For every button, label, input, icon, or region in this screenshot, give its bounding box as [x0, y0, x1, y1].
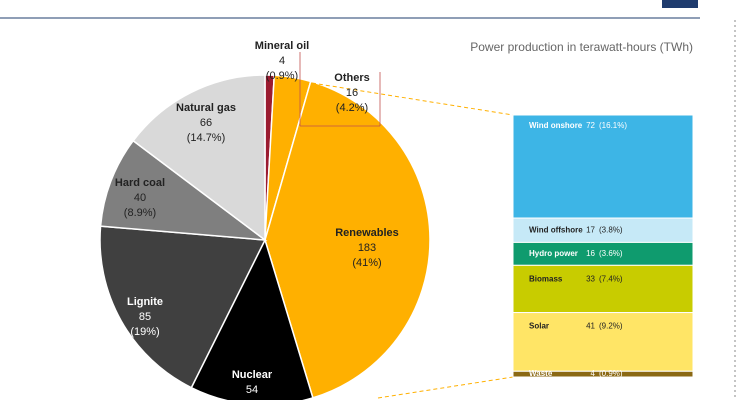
pie-slice — [99, 139, 268, 241]
slice-value: 85 — [139, 311, 151, 323]
segment-label: Wind onshore — [529, 121, 583, 130]
slice-label: Lignite — [127, 296, 163, 308]
slice-percent: (8.9%) — [124, 207, 156, 219]
logo — [662, 0, 698, 8]
segment-percent: (7.4%) — [599, 274, 623, 283]
slice-label: Natural gas — [176, 102, 236, 114]
segment-value: 17 — [586, 225, 595, 234]
slice-label: Mineral oil — [255, 40, 309, 52]
bar-segment — [512, 217, 694, 243]
slice-value: 16 — [346, 87, 358, 99]
subtitle: Power production in terawatt-hours (TWh) — [470, 40, 693, 54]
slice-percent: (4.2%) — [336, 102, 368, 114]
bar-segment — [512, 114, 694, 219]
segment-percent: (3.6%) — [599, 249, 623, 258]
bar-segment — [512, 370, 694, 378]
slice-value: 183 — [358, 242, 376, 254]
slice-value: 66 — [200, 117, 212, 129]
segment-value: 72 — [586, 121, 595, 130]
segment-value: 33 — [586, 274, 595, 283]
segment-percent: (3.8%) — [599, 225, 623, 234]
pie-slice — [99, 225, 267, 389]
segment-label: Biomass — [529, 274, 563, 283]
segment-percent: (16.1%) — [599, 121, 627, 130]
connector — [377, 376, 514, 399]
segment-value: 41 — [586, 322, 595, 331]
slice-percent: (41%) — [352, 257, 381, 269]
slice-value: 4 — [279, 55, 285, 67]
segment-value: 4 — [591, 369, 596, 378]
segment-value: 16 — [586, 249, 595, 258]
segment-label: Solar — [529, 322, 549, 331]
pie — [99, 74, 431, 400]
pie-slice — [132, 74, 266, 242]
connector — [311, 82, 514, 116]
slice-label: Others — [334, 72, 369, 84]
slice-percent: (0.9%) — [266, 70, 298, 82]
slice-value: 54 — [246, 384, 258, 396]
slice-percent: (19%) — [130, 326, 159, 338]
segment-label: Wind offshore — [529, 225, 583, 234]
segment-label: Hydro power — [529, 249, 578, 258]
slice-label: Hard coal — [115, 177, 165, 189]
bar-segment — [512, 264, 694, 314]
breakdown-bar — [512, 114, 694, 378]
pie-slice — [264, 80, 431, 399]
segment-percent: (9.2%) — [599, 322, 623, 331]
slice-label: Renewables — [335, 227, 399, 239]
slice-percent: (14.7%) — [187, 132, 226, 144]
slice-label: Nuclear — [232, 369, 273, 381]
segment-label: Waste — [529, 369, 553, 378]
slice-value: 40 — [134, 192, 146, 204]
segment-percent: (0.9%) — [599, 369, 623, 378]
